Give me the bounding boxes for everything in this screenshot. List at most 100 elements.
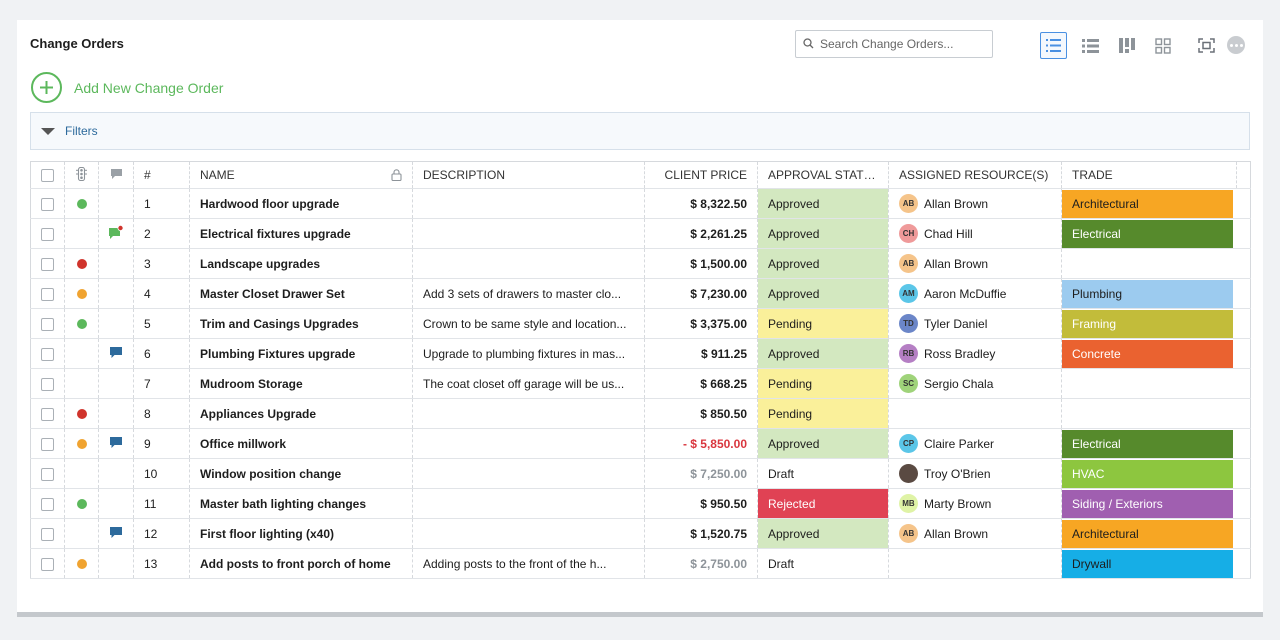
trade-cell[interactable]: Electrical <box>1061 428 1237 459</box>
assigned-resource-cell[interactable]: AM Aaron McDuffie <box>888 278 1062 309</box>
comment-cell[interactable] <box>98 488 134 519</box>
trade-cell[interactable]: Electrical <box>1061 218 1237 249</box>
select-all-header[interactable] <box>30 161 65 189</box>
column-header-approval-status[interactable]: APPROVAL STATUS <box>757 161 889 189</box>
status-dot[interactable] <box>76 259 87 270</box>
approval-status[interactable]: Approved <box>757 218 889 249</box>
client-price[interactable]: $ 8,322.50 <box>644 188 758 219</box>
table-row[interactable]: 12 First floor lighting (x40) $ 1,520.75 Ap… <box>30 518 1251 549</box>
comment-cell[interactable] <box>98 398 134 429</box>
comment-cell[interactable] <box>98 218 134 249</box>
assigned-resource-cell[interactable]: AB Allan Brown <box>888 248 1062 279</box>
approval-status[interactable]: Draft <box>757 458 889 489</box>
row-checkbox[interactable] <box>41 347 54 361</box>
change-order-description[interactable] <box>412 218 645 249</box>
status-dot[interactable] <box>76 409 87 420</box>
list-view-button[interactable] <box>1040 32 1067 59</box>
comments-header[interactable] <box>98 161 134 189</box>
column-header-trade[interactable]: TRADE <box>1061 161 1237 189</box>
status-dot[interactable] <box>76 319 87 330</box>
comment-cell[interactable] <box>98 368 134 399</box>
approval-status[interactable]: Pending <box>757 308 889 339</box>
change-order-name[interactable]: Appliances Upgrade <box>189 398 413 429</box>
filters-bar[interactable]: Filters <box>30 112 1250 150</box>
change-order-name[interactable]: Electrical fixtures upgrade <box>189 218 413 249</box>
list-split-view-button[interactable] <box>1077 32 1104 59</box>
status-dot-cell[interactable] <box>64 278 99 309</box>
approval-status[interactable]: Approved <box>757 428 889 459</box>
client-price[interactable]: $ 2,750.00 <box>644 548 758 579</box>
table-row[interactable]: 6 Plumbing Fixtures upgrade Upgrade to plu… <box>30 338 1251 369</box>
table-row[interactable]: 5 Trim and Casings Upgrades Crown to be sa… <box>30 308 1251 339</box>
row-select-cell[interactable] <box>30 248 65 279</box>
table-row[interactable]: 11 Master bath lighting changes $ 950.50 Re… <box>30 488 1251 519</box>
status-dot-cell[interactable] <box>64 488 99 519</box>
client-price[interactable]: $ 2,261.25 <box>644 218 758 249</box>
table-row[interactable]: 10 Window position change $ 7,250.00 Draft T… <box>30 458 1251 489</box>
approval-status[interactable]: Pending <box>757 398 889 429</box>
table-row[interactable]: 7 Mudroom Storage The coat closet off gara… <box>30 368 1251 399</box>
row-checkbox[interactable] <box>41 527 54 541</box>
assigned-resource-cell[interactable]: TD Tyler Daniel <box>888 308 1062 339</box>
row-checkbox[interactable] <box>41 257 54 271</box>
table-row[interactable]: 8 Appliances Upgrade $ 850.50 Pending <box>30 398 1251 429</box>
comment-cell[interactable] <box>98 428 134 459</box>
change-order-name[interactable]: Plumbing Fixtures upgrade <box>189 338 413 369</box>
status-dot-cell[interactable] <box>64 188 99 219</box>
status-dot-cell[interactable] <box>64 338 99 369</box>
change-order-description[interactable] <box>412 428 645 459</box>
client-price[interactable]: $ 1,500.00 <box>644 248 758 279</box>
status-dot[interactable] <box>76 559 87 570</box>
change-order-name[interactable]: Trim and Casings Upgrades <box>189 308 413 339</box>
approval-status[interactable]: Approved <box>757 278 889 309</box>
search-input[interactable] <box>820 35 988 53</box>
table-row[interactable]: 13 Add posts to front porch of home Adding… <box>30 548 1251 579</box>
trade-cell[interactable]: Framing <box>1061 308 1237 339</box>
row-checkbox[interactable] <box>41 317 54 331</box>
comment-alert-icon[interactable] <box>108 224 124 240</box>
change-order-name[interactable]: Office millwork <box>189 428 413 459</box>
comment-cell[interactable] <box>98 338 134 369</box>
comment-cell[interactable] <box>98 248 134 279</box>
assigned-resource-cell[interactable]: AB Allan Brown <box>888 188 1062 219</box>
client-price[interactable]: $ 7,250.00 <box>644 458 758 489</box>
column-header-name[interactable]: NAME <box>189 161 413 189</box>
row-checkbox[interactable] <box>41 497 54 511</box>
change-order-name[interactable]: Landscape upgrades <box>189 248 413 279</box>
approval-status[interactable]: Approved <box>757 518 889 549</box>
row-select-cell[interactable] <box>30 218 65 249</box>
trade-cell[interactable]: Architectural <box>1061 188 1237 219</box>
client-price[interactable]: $ 850.50 <box>644 398 758 429</box>
traffic-light-header[interactable] <box>64 161 99 189</box>
change-order-name[interactable]: Add posts to front porch of home <box>189 548 413 579</box>
change-order-description[interactable]: Add 3 sets of drawers to master clo... <box>412 278 645 309</box>
change-order-description[interactable]: The coat closet off garage will be us... <box>412 368 645 399</box>
status-dot[interactable] <box>76 199 87 210</box>
row-select-cell[interactable] <box>30 458 65 489</box>
trade-cell[interactable]: Plumbing <box>1061 278 1237 309</box>
client-price[interactable]: $ 911.25 <box>644 338 758 369</box>
approval-status[interactable]: Approved <box>757 188 889 219</box>
search-box[interactable] <box>795 30 993 58</box>
row-select-cell[interactable] <box>30 278 65 309</box>
row-select-cell[interactable] <box>30 488 65 519</box>
assigned-resource-cell[interactable] <box>888 548 1062 579</box>
comment-cell[interactable] <box>98 308 134 339</box>
status-dot[interactable] <box>76 289 87 300</box>
change-order-description[interactable]: Crown to be same style and location... <box>412 308 645 339</box>
trade-cell[interactable]: Concrete <box>1061 338 1237 369</box>
table-row[interactable]: 2 Electrical fixtures upgrade $ 2,261.25 Ap… <box>30 218 1251 249</box>
trade-cell[interactable] <box>1061 368 1237 399</box>
comment-cell[interactable] <box>98 518 134 549</box>
status-dot-cell[interactable] <box>64 218 99 249</box>
change-order-name[interactable]: Mudroom Storage <box>189 368 413 399</box>
client-price[interactable]: $ 668.25 <box>644 368 758 399</box>
status-dot-cell[interactable] <box>64 428 99 459</box>
more-options-icon[interactable] <box>1227 36 1245 54</box>
status-dot-cell[interactable] <box>64 548 99 579</box>
status-dot-cell[interactable] <box>64 398 99 429</box>
column-header-assigned-resources[interactable]: ASSIGNED RESOURCE(S) <box>888 161 1062 189</box>
change-order-description[interactable] <box>412 398 645 429</box>
assigned-resource-cell[interactable]: AB Allan Brown <box>888 518 1062 549</box>
change-order-name[interactable]: Master Closet Drawer Set <box>189 278 413 309</box>
